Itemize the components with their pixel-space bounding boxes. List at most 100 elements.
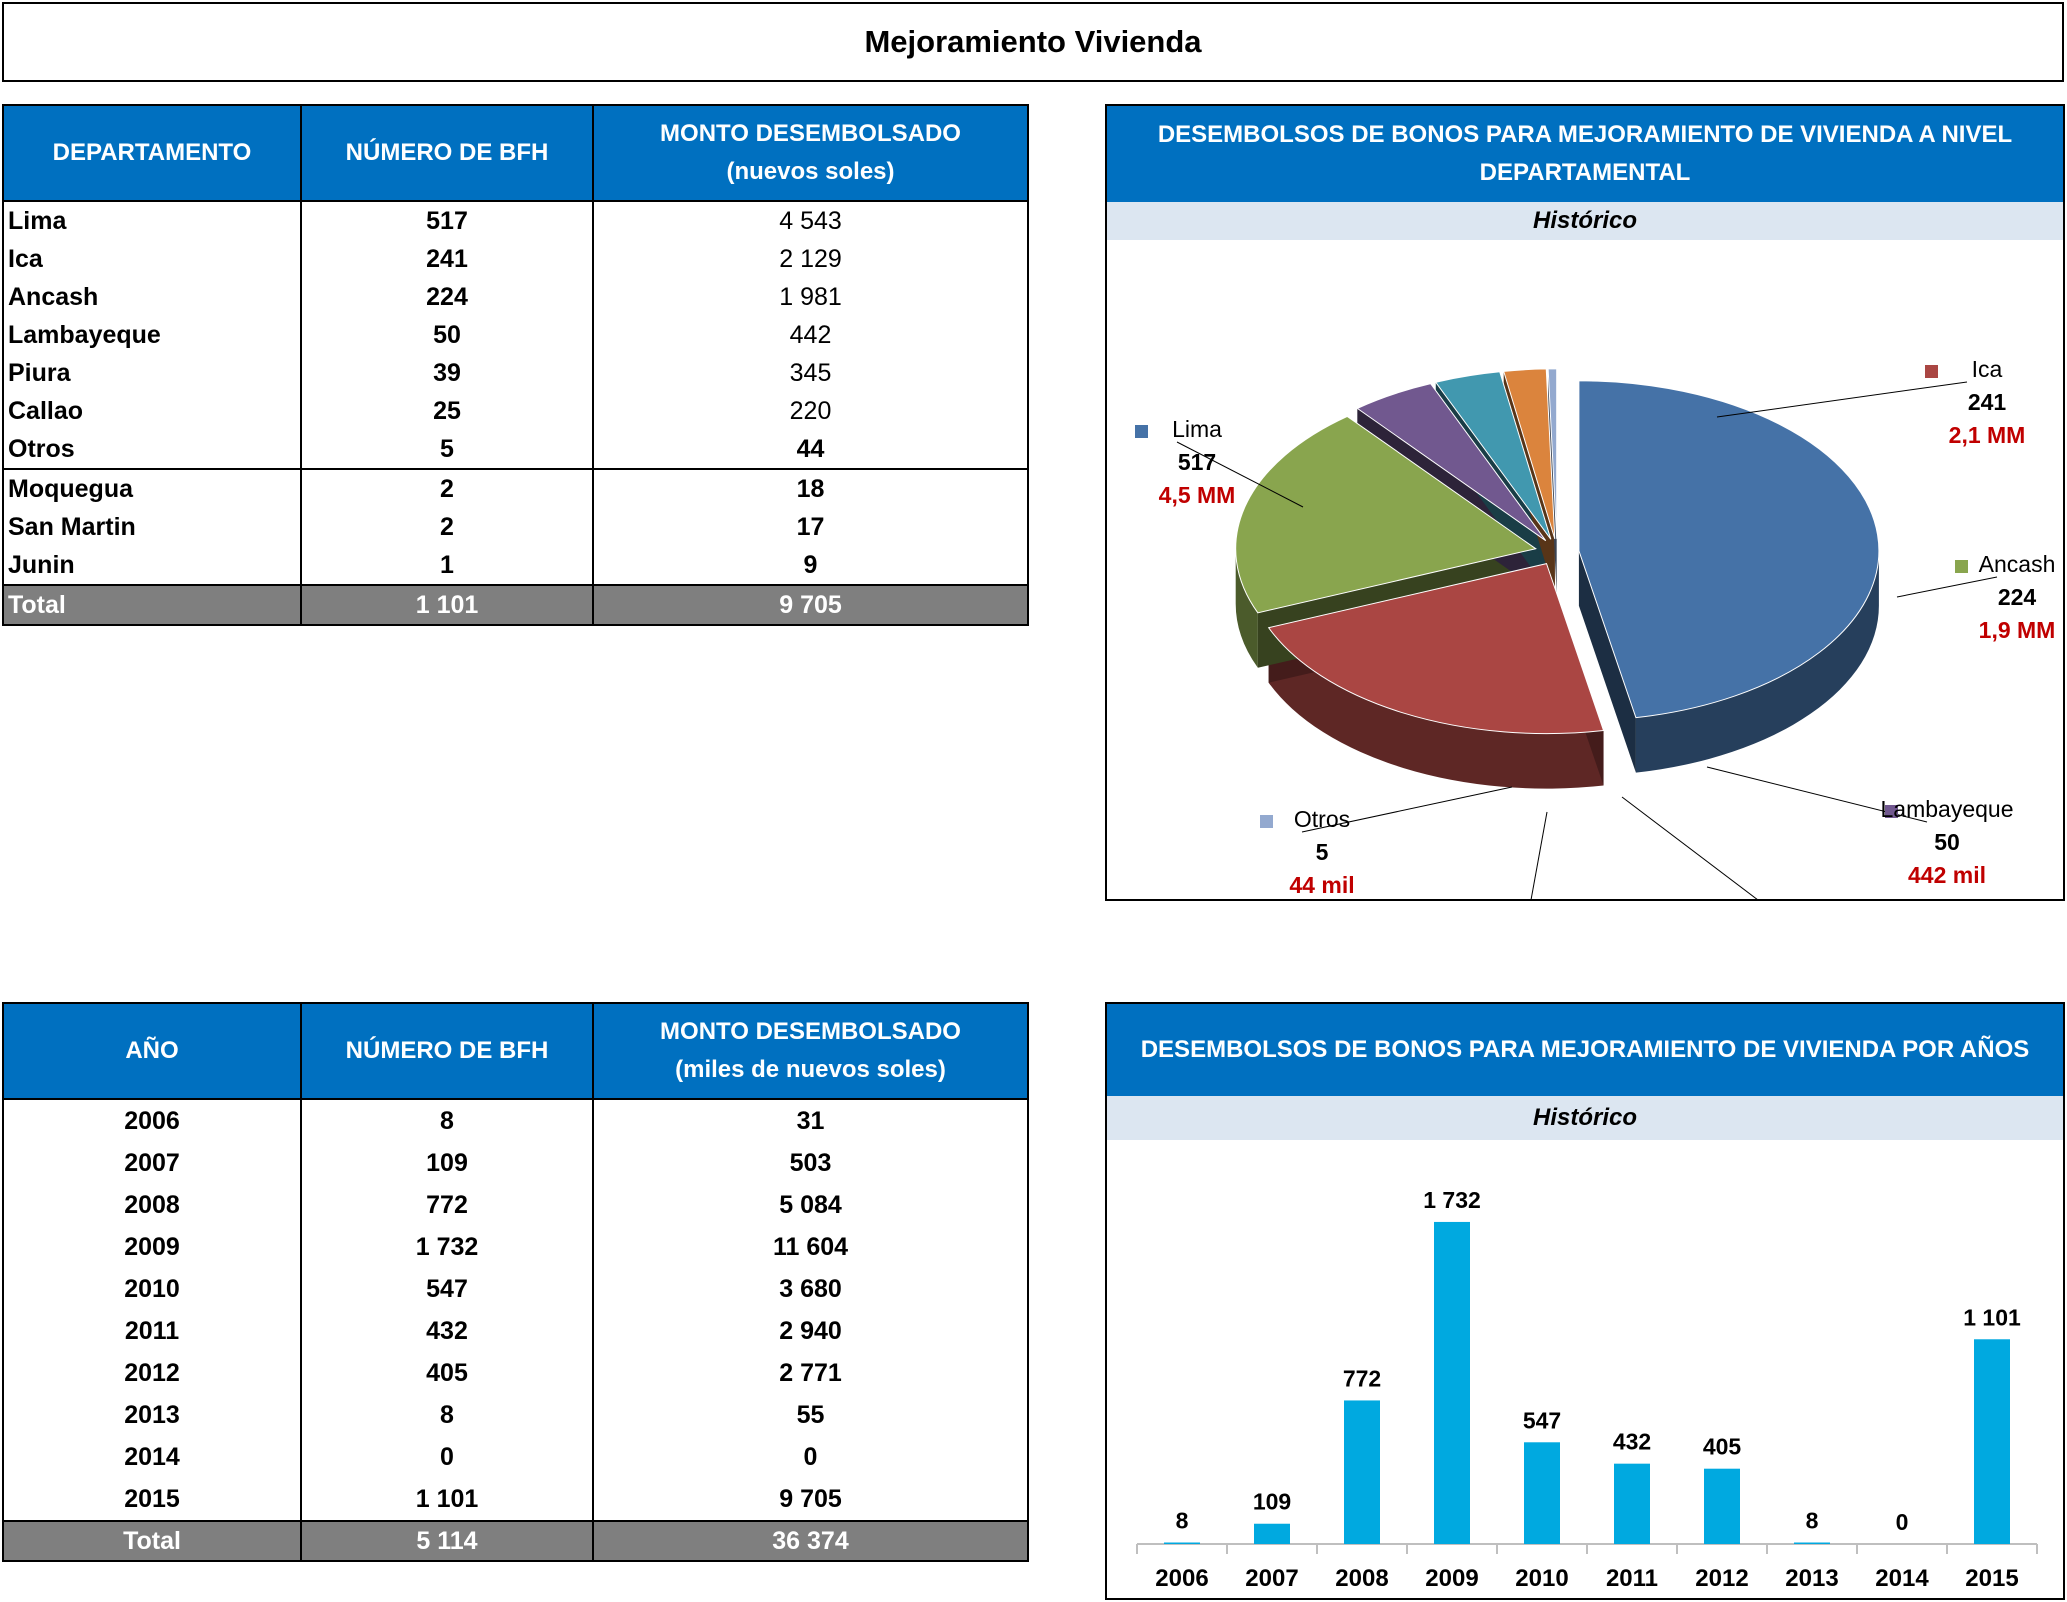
table-row: 2007 109 503: [2, 1142, 1029, 1184]
legend-swatch-lambayeque: [1885, 805, 1898, 818]
total-monto: 36 374: [592, 1520, 1029, 1562]
cell-monto: 18: [593, 468, 1029, 508]
col-header-anio: AÑO: [2, 1002, 302, 1100]
cell-anio: 2013: [2, 1394, 302, 1436]
table-row: 2011 432 2 940: [2, 1310, 1029, 1352]
cell-numero-bfh: 25: [301, 392, 594, 430]
table-row: 2006 8 31: [2, 1099, 1029, 1142]
cell-departamento: Junin: [2, 546, 302, 585]
x-tick-label: 2006: [1155, 1565, 1208, 1592]
pie-slice-edge: [1578, 550, 1636, 773]
total-monto: 9 705: [592, 584, 1029, 626]
cell-numero-bfh: 547: [301, 1268, 594, 1310]
pie-chart-subtitle: Histórico: [1107, 202, 2063, 240]
table-row: Piura 39 345: [2, 354, 1029, 392]
col-header-departamento: DEPARTAMENTO: [2, 104, 302, 202]
pie-tops: [1235, 368, 1880, 735]
cell-monto: 11 604: [593, 1226, 1029, 1268]
bar-value-label: 1 101: [1963, 1304, 2021, 1330]
pie-label-name: Otros: [1294, 806, 1350, 832]
cell-departamento: Otros: [2, 430, 302, 469]
pie-leader-line: [1176, 441, 1304, 508]
cell-anio: 2009: [2, 1226, 302, 1268]
cell-anio: 2015: [2, 1478, 302, 1521]
cell-departamento: Lima: [2, 201, 302, 240]
x-tick-label: 2015: [1965, 1565, 2018, 1592]
bar-value-label: 547: [1523, 1407, 1561, 1433]
pie-label-amount: 44 mil: [1289, 872, 1354, 898]
table-row: Ancash 224 1 981: [2, 278, 1029, 316]
x-tick-label: 2010: [1515, 1565, 1568, 1592]
legend-swatch-lima: [1135, 425, 1148, 438]
cell-departamento: Ica: [2, 240, 302, 278]
bar-2015: [1974, 1339, 2010, 1544]
page-title: Mejoramiento Vivienda: [2, 2, 2064, 82]
cell-monto: 17: [593, 508, 1029, 546]
department-table: DEPARTAMENTO NÚMERO DE BFH MONTO DESEMBO…: [2, 104, 1029, 626]
bar-value-label: 1 732: [1423, 1187, 1481, 1213]
cell-numero-bfh: 39: [301, 354, 594, 392]
cell-anio: 2014: [2, 1436, 302, 1478]
bar-2007: [1254, 1523, 1290, 1544]
cell-numero-bfh: 8: [301, 1394, 594, 1436]
cell-monto: 1 981: [593, 278, 1029, 316]
cell-monto: 442: [593, 316, 1029, 354]
pie-labels: Lima 517 4,5 MM Ica 241 2,1 MM Ancash 224 1,9 MM…: [1135, 356, 2055, 899]
pie-leader-line: [1896, 576, 1998, 598]
legend-swatch-ica: [1925, 365, 1938, 378]
col-header-monto-line1: MONTO DESEMBOLSADO: [660, 120, 961, 147]
table-row: 2008 772 5 084: [2, 1184, 1029, 1226]
cell-monto: 31: [593, 1099, 1029, 1142]
table-row: 2010 547 3 680: [2, 1268, 1029, 1310]
cell-monto: 9 705: [593, 1478, 1029, 1521]
x-tick-label: 2014: [1875, 1565, 1929, 1592]
table-row: San Martin 2 17: [2, 508, 1029, 546]
cell-anio: 2010: [2, 1268, 302, 1310]
pie-chart: Lima 517 4,5 MM Ica 241 2,1 MM Ancash 224 1,9 MM…: [1135, 356, 2055, 899]
bar-value-label: 109: [1253, 1489, 1291, 1515]
cell-numero-bfh: 1: [301, 546, 594, 585]
cell-departamento: Piura: [2, 354, 302, 392]
table-row: 2013 8 55: [2, 1394, 1029, 1436]
cell-numero-bfh: 0: [301, 1436, 594, 1478]
pie-label-amount: 2,1 MM: [1949, 422, 2026, 448]
table-row: Callao 25 220: [2, 392, 1029, 430]
bar-chart-panel: DESEMBOLSOS DE BONOS PARA MEJORAMIENTO D…: [1105, 1002, 2065, 1600]
bar-value-label: 0: [1896, 1509, 1909, 1535]
year-table: AÑO NÚMERO DE BFH MONTO DESEMBOLSADO (mi…: [2, 1002, 1029, 1562]
cell-monto: 220: [593, 392, 1029, 430]
pie-leader-line: [1301, 786, 1513, 833]
cell-numero-bfh: 517: [301, 201, 594, 240]
bar-chart: 8 2006 109 2007 772 2008 1 732 2009 547 2010 432 20…: [1136, 1187, 2038, 1592]
pie-label-value: 241: [1968, 389, 2007, 415]
cell-numero-bfh: 50: [301, 316, 594, 354]
table-row: Moquegua 2 18: [2, 468, 1029, 508]
cell-monto: 4 543: [593, 201, 1029, 240]
cell-numero-bfh: 224: [301, 278, 594, 316]
pie-label-name: Ancash: [1979, 551, 2056, 577]
cell-numero-bfh: 241: [301, 240, 594, 278]
pie-label-name: Ica: [1972, 356, 2003, 382]
cell-numero-bfh: 1 732: [301, 1226, 594, 1268]
pie-label-name: Lambayeque: [1881, 796, 2014, 822]
bar-2011: [1614, 1463, 1650, 1544]
bar-2009: [1434, 1221, 1470, 1544]
pie-slice-ica: [1267, 563, 1605, 735]
pie-leader-line: [1716, 381, 1968, 418]
cell-numero-bfh: 109: [301, 1142, 594, 1184]
pie-chart-title: DESEMBOLSOS DE BONOS PARA MEJORAMIENTO D…: [1107, 106, 2063, 202]
pie-slice-side-ancash: [1235, 548, 1258, 668]
table-row: 2009 1 732 11 604: [2, 1226, 1029, 1268]
cell-numero-bfh: 772: [301, 1184, 594, 1226]
col-header-numero-bfh: NÚMERO DE BFH: [300, 1002, 594, 1100]
cell-monto: 503: [593, 1142, 1029, 1184]
col-header-monto-line2: (nuevos soles): [726, 158, 895, 185]
cell-anio: 2007: [2, 1142, 302, 1184]
pie-chart-title-line1: DESEMBOLSOS DE BONOS PARA MEJORAMIENTO D…: [1157, 121, 2013, 148]
table-row: Lambayeque 50 442: [2, 316, 1029, 354]
cell-monto: 0: [593, 1436, 1029, 1478]
pie-label-amount: 1,9 MM: [1979, 617, 2056, 643]
bar-2008: [1344, 1400, 1380, 1544]
pie-label-amount: 4,5 MM: [1159, 482, 1236, 508]
cell-monto: 3 680: [593, 1268, 1029, 1310]
